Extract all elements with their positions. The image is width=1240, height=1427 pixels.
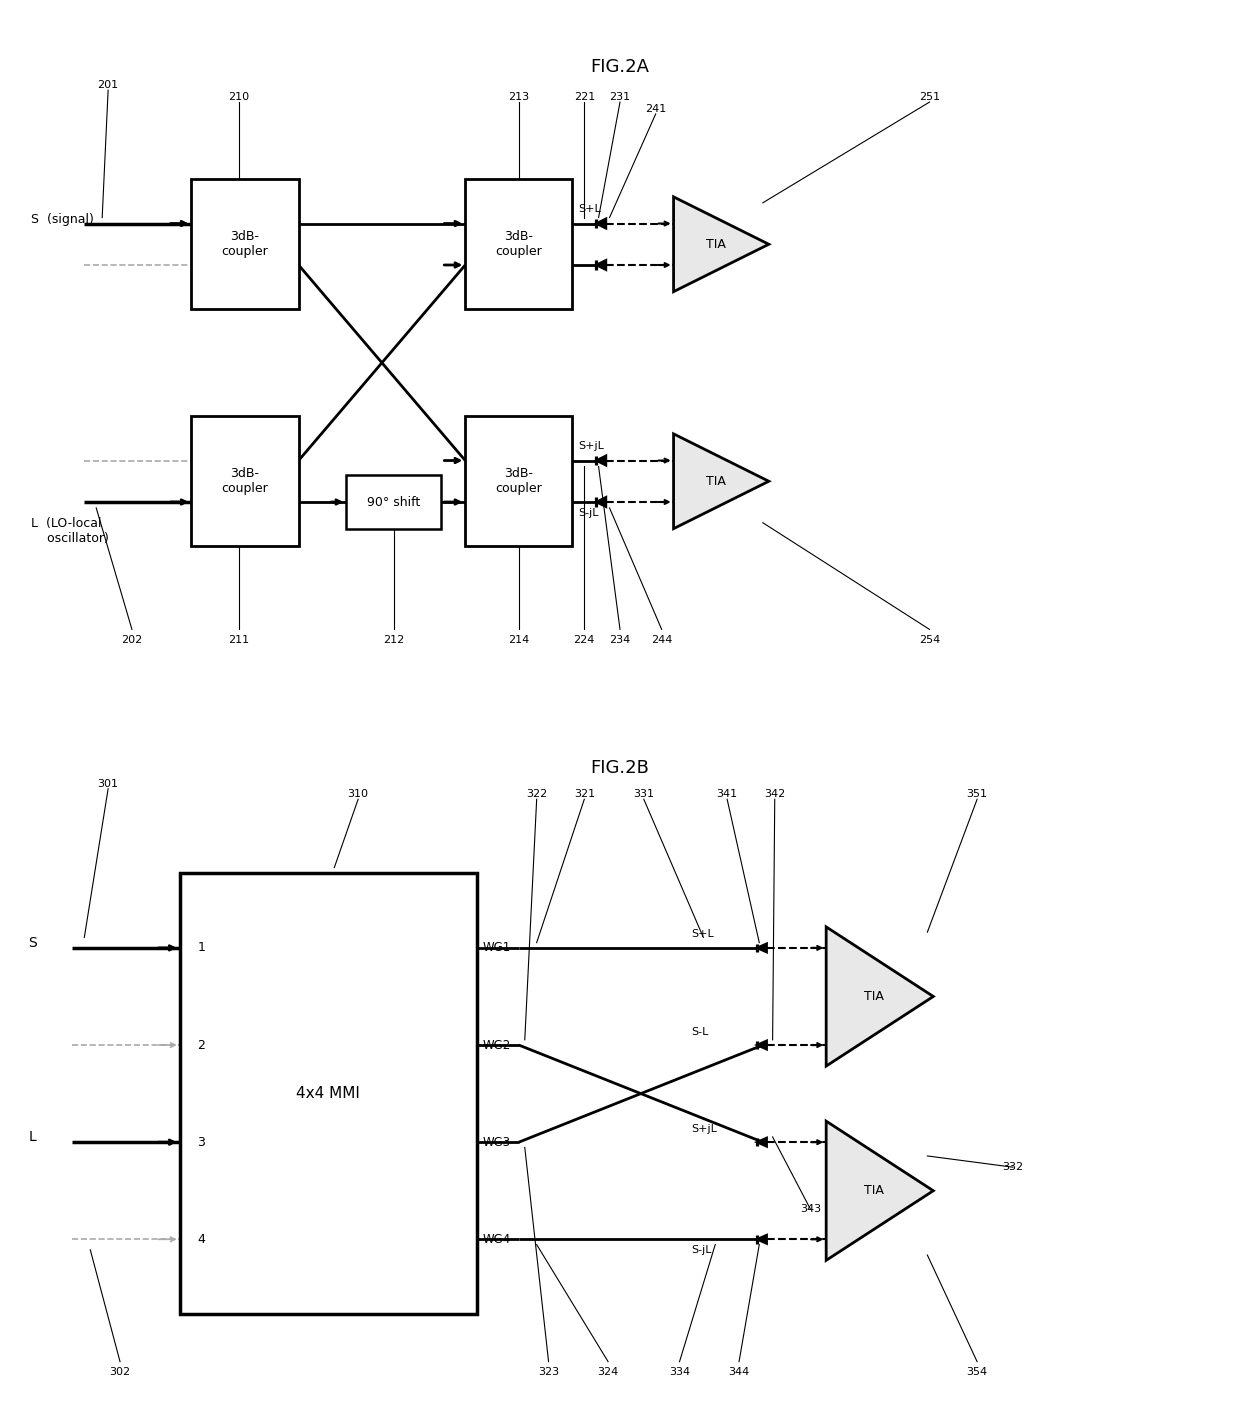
Text: 301: 301: [98, 779, 119, 789]
Text: 241: 241: [645, 104, 666, 114]
Polygon shape: [758, 1137, 766, 1146]
Text: 343: 343: [800, 1204, 821, 1214]
Polygon shape: [826, 1122, 934, 1260]
Text: 4: 4: [197, 1233, 206, 1246]
Text: 244: 244: [651, 635, 672, 645]
Text: 212: 212: [383, 635, 404, 645]
Polygon shape: [758, 1040, 766, 1049]
Text: 3dB-
coupler: 3dB- coupler: [222, 230, 268, 258]
Text: FIG.2B: FIG.2B: [590, 759, 650, 776]
Polygon shape: [758, 1236, 766, 1243]
Text: 1: 1: [197, 942, 206, 955]
Text: 221: 221: [574, 93, 595, 103]
Text: WG2: WG2: [484, 1039, 511, 1052]
Polygon shape: [673, 197, 769, 291]
Text: 210: 210: [228, 93, 249, 103]
Text: FIG.2A: FIG.2A: [590, 57, 650, 76]
Text: 342: 342: [764, 789, 785, 799]
Text: 231: 231: [609, 93, 631, 103]
Text: 324: 324: [598, 1367, 619, 1377]
Bar: [191, 417, 299, 547]
Text: S: S: [29, 936, 37, 949]
Text: S  (signal): S (signal): [31, 213, 94, 225]
Text: 254: 254: [919, 635, 940, 645]
Polygon shape: [673, 434, 769, 528]
Text: 214: 214: [508, 635, 529, 645]
Text: 201: 201: [98, 80, 119, 90]
Text: 302: 302: [109, 1367, 130, 1377]
Text: 332: 332: [1002, 1162, 1023, 1172]
Text: S+jL: S+jL: [692, 1124, 717, 1134]
Text: 2: 2: [197, 1039, 206, 1052]
Text: 344: 344: [728, 1367, 750, 1377]
Text: 321: 321: [574, 789, 595, 799]
Text: WG3: WG3: [484, 1136, 511, 1149]
Text: 310: 310: [347, 789, 368, 799]
Bar: [465, 178, 573, 310]
Text: TIA: TIA: [707, 475, 727, 488]
Bar: [465, 417, 573, 547]
Text: 3: 3: [197, 1136, 206, 1149]
Text: 3dB-
coupler: 3dB- coupler: [222, 467, 268, 495]
Text: 323: 323: [538, 1367, 559, 1377]
Text: 4x4 MMI: 4x4 MMI: [296, 1086, 361, 1102]
Text: 3dB-
coupler: 3dB- coupler: [496, 467, 542, 495]
Text: 251: 251: [919, 93, 940, 103]
Polygon shape: [596, 497, 606, 507]
Text: S-jL: S-jL: [692, 1244, 712, 1254]
Text: 331: 331: [634, 789, 655, 799]
Polygon shape: [596, 218, 606, 228]
Bar: [346, 475, 441, 528]
Text: 354: 354: [966, 1367, 988, 1377]
Text: 341: 341: [717, 789, 738, 799]
Polygon shape: [596, 260, 606, 270]
Text: 234: 234: [609, 635, 631, 645]
Text: WG4: WG4: [484, 1233, 511, 1246]
Text: 334: 334: [668, 1367, 691, 1377]
Text: TIA: TIA: [864, 990, 884, 1003]
Text: 224: 224: [574, 635, 595, 645]
Text: 351: 351: [967, 789, 987, 799]
Text: 3dB-
coupler: 3dB- coupler: [496, 230, 542, 258]
Text: S+jL: S+jL: [578, 441, 604, 451]
Text: TIA: TIA: [707, 238, 727, 251]
Text: S-jL: S-jL: [578, 508, 599, 518]
Bar: [180, 873, 477, 1314]
Text: TIA: TIA: [864, 1184, 884, 1197]
Text: L: L: [29, 1130, 36, 1144]
Polygon shape: [596, 455, 606, 465]
Text: S-L: S-L: [692, 1026, 709, 1036]
Text: 213: 213: [508, 93, 529, 103]
Text: L  (LO-local
    oscillator): L (LO-local oscillator): [31, 517, 109, 545]
Text: 202: 202: [122, 635, 143, 645]
Text: S+L: S+L: [578, 204, 601, 214]
Polygon shape: [826, 928, 934, 1066]
Text: 322: 322: [526, 789, 547, 799]
Text: S+L: S+L: [692, 929, 714, 939]
Polygon shape: [758, 943, 766, 952]
Text: 90° shift: 90° shift: [367, 495, 420, 508]
Text: WG1: WG1: [484, 942, 511, 955]
Bar: [191, 178, 299, 310]
Text: 211: 211: [228, 635, 249, 645]
